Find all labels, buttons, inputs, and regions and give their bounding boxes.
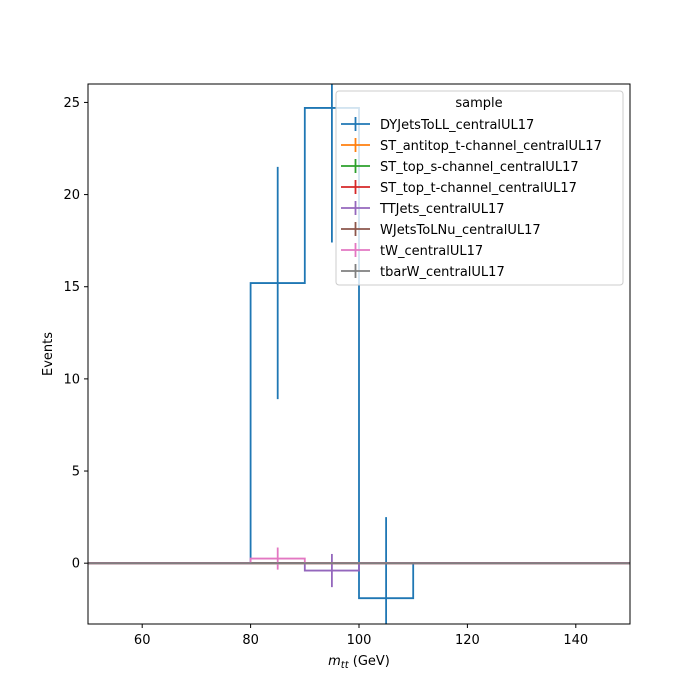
legend-label: DYJetsToLL_centralUL17 [380,118,534,133]
legend-frame [335,90,624,286]
legend-entry: TTJets_centralUL17 [341,201,505,217]
y-tick-label: 15 [63,280,80,295]
legend-entry: DYJetsToLL_centralUL17 [341,117,534,133]
legend-entry: ST_top_t-channel_centralUL17 [341,180,577,196]
legend-label: WJetsToLNu_centralUL17 [380,223,541,238]
x-tick-label: 100 [347,633,372,648]
y-tick-label: 0 [72,557,80,572]
x-axis-label-unit: (GeV) [349,654,390,669]
legend-label: tbarW_centralUL17 [380,265,505,280]
y-axis-ticks: 0 5 10 15 20 25 [63,96,88,572]
legend-entry: ST_antitop_t-channel_centralUL17 [341,138,602,154]
x-tick-label: 120 [455,633,480,648]
histogram-step-line [88,562,630,572]
y-tick-label: 10 [63,372,80,387]
x-tick-label: 140 [563,633,588,648]
legend-entries: DYJetsToLL_centralUL17 ST_antitop_t-chann… [341,117,602,280]
x-axis-label-main: m [328,654,341,669]
y-tick-label: 20 [63,188,80,203]
y-tick-label: 25 [63,96,80,111]
legend-label: ST_antitop_t-channel_centralUL17 [380,139,602,154]
legend-label: tW_centralUL17 [380,244,483,259]
x-tick-label: 80 [242,633,259,648]
x-axis-label-sub: tt [341,660,350,671]
legend-entry: WJetsToLNu_centralUL17 [341,222,541,238]
legend: sample DYJetsToLL_centralUL17 ST_antitop_… [335,90,624,286]
legend-title: sample [455,96,502,111]
y-tick-label: 5 [72,465,80,480]
x-tick-label: 60 [134,633,151,648]
x-axis-ticks: 60 80 100 120 140 [134,624,588,648]
legend-entry: ST_top_s-channel_centralUL17 [341,159,579,175]
legend-label: ST_top_s-channel_centralUL17 [380,160,579,175]
legend-entry: tW_centralUL17 [341,243,483,259]
legend-entry: tbarW_centralUL17 [341,264,505,280]
legend-label: ST_top_t-channel_centralUL17 [380,181,577,196]
y-axis-label: Events [41,332,56,376]
series-layer [88,84,630,624]
legend-label: TTJets_centralUL17 [379,202,505,217]
x-axis-label: mtt (GeV) [328,654,390,671]
